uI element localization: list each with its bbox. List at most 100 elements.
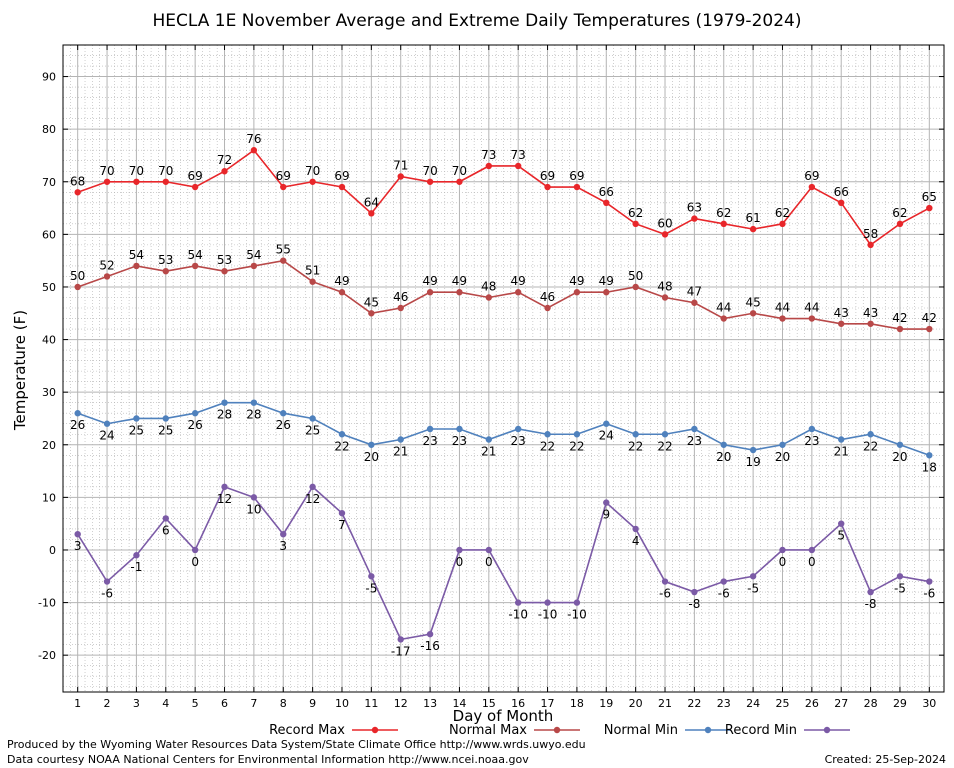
record-min-data-label: -10 bbox=[538, 608, 558, 622]
normal-min-data-label: 23 bbox=[452, 434, 467, 448]
normal-min-point bbox=[191, 410, 199, 417]
record-max-data-label: 69 bbox=[276, 169, 291, 183]
normal-min-data-label: 28 bbox=[217, 408, 232, 422]
normal-min-point bbox=[456, 425, 463, 433]
record-min-data-label: -10 bbox=[508, 608, 528, 622]
record-max-data-label: 69 bbox=[804, 169, 819, 183]
y-tick-label: 20 bbox=[42, 439, 56, 452]
record-max-data-label: 70 bbox=[422, 164, 437, 178]
y-tick-label: 90 bbox=[42, 71, 56, 84]
normal-max-point bbox=[309, 278, 316, 285]
x-tick-label: 10 bbox=[335, 697, 349, 710]
x-tick-label: 21 bbox=[658, 697, 672, 710]
record-min-data-label: -8 bbox=[865, 597, 877, 611]
record-min-data-label: 0 bbox=[191, 555, 199, 569]
record-min-point bbox=[485, 546, 493, 554]
normal-max-data-label: 45 bbox=[745, 295, 760, 309]
record-min-point bbox=[221, 483, 228, 491]
record-max-data-label: 62 bbox=[628, 206, 643, 220]
record-min-point bbox=[838, 520, 845, 527]
record-min-data-label: 0 bbox=[456, 555, 464, 569]
legend-label-normal-max: Normal Max bbox=[449, 723, 527, 738]
record-max-point bbox=[426, 178, 434, 185]
record-max-point bbox=[280, 183, 287, 191]
normal-min-data-label: 20 bbox=[775, 450, 790, 464]
normal-max-point bbox=[250, 262, 258, 270]
record-max-point bbox=[573, 183, 581, 191]
normal-min-point bbox=[896, 441, 904, 448]
record-min-data-label: 0 bbox=[779, 555, 787, 569]
normal-max-data-label: 46 bbox=[393, 290, 408, 304]
normal-min-data-label: 21 bbox=[393, 445, 408, 459]
normal-min-data-label: 25 bbox=[305, 423, 320, 437]
record-max-point bbox=[720, 220, 727, 228]
normal-min-point bbox=[397, 436, 404, 443]
x-tick-label: 15 bbox=[482, 697, 496, 710]
record-min-point bbox=[191, 546, 199, 554]
legend-label-record-max: Record Max bbox=[269, 723, 345, 738]
normal-max-point bbox=[632, 283, 639, 291]
record-max-data-label: 70 bbox=[158, 164, 173, 178]
normal-min-point bbox=[426, 425, 434, 433]
normal-max-point bbox=[221, 267, 228, 275]
normal-max-data-label: 51 bbox=[305, 264, 320, 278]
y-tick-label: 40 bbox=[42, 334, 56, 347]
record-min-point bbox=[573, 599, 581, 606]
x-tick-label: 27 bbox=[834, 697, 848, 710]
normal-max-point bbox=[661, 294, 669, 301]
record-min-data-label: 5 bbox=[837, 529, 845, 543]
normal-max-point bbox=[838, 320, 845, 327]
record-min-point bbox=[926, 578, 933, 585]
x-tick-label: 23 bbox=[717, 697, 731, 710]
x-tick-label: 22 bbox=[687, 697, 701, 710]
normal-max-data-label: 53 bbox=[217, 253, 232, 267]
normal-min-point bbox=[485, 436, 493, 443]
y-tick-label: 30 bbox=[42, 386, 56, 399]
normal-min-point bbox=[338, 431, 346, 438]
x-tick-label: 4 bbox=[162, 697, 169, 710]
record-min-data-label: -6 bbox=[659, 587, 671, 601]
normal-min-data-label: 21 bbox=[481, 445, 496, 459]
normal-min-data-label: 22 bbox=[334, 439, 349, 453]
x-tick-label: 2 bbox=[104, 697, 111, 710]
normal-min-data-label: 28 bbox=[246, 408, 261, 422]
normal-max-data-label: 54 bbox=[246, 248, 261, 262]
x-tick-label: 7 bbox=[250, 697, 257, 710]
x-tick-label: 1 bbox=[74, 697, 81, 710]
record-max-point bbox=[191, 183, 199, 191]
record-max-line bbox=[77, 149, 930, 247]
normal-max-point bbox=[749, 310, 757, 317]
record-max-data-label: 63 bbox=[687, 201, 702, 215]
normal-max-data-label: 50 bbox=[628, 269, 643, 283]
normal-min-data-label: 22 bbox=[657, 439, 672, 453]
legend-marker-normal-max bbox=[553, 726, 561, 734]
record-max-data-label: 62 bbox=[716, 206, 731, 220]
record-max-point bbox=[749, 225, 757, 233]
record-min-data-label: 9 bbox=[602, 508, 610, 522]
created-date: Created: 25-Sep-2024 bbox=[825, 753, 946, 766]
record-max-point bbox=[74, 189, 81, 196]
record-min-point bbox=[867, 588, 874, 596]
normal-min-point bbox=[691, 425, 698, 433]
record-max-point bbox=[896, 220, 904, 228]
record-max-point bbox=[808, 183, 816, 191]
normal-min-point bbox=[544, 431, 551, 438]
record-min-data-label: -17 bbox=[391, 644, 411, 658]
record-max-point bbox=[103, 178, 111, 185]
record-max-point bbox=[544, 183, 551, 191]
record-min-data-label: 6 bbox=[162, 523, 170, 537]
record-min-point bbox=[456, 546, 463, 554]
legend-marker-record-min bbox=[823, 726, 831, 734]
normal-max-data-label: 48 bbox=[657, 279, 672, 293]
x-tick-label: 13 bbox=[423, 697, 437, 710]
record-max-data-label: 76 bbox=[246, 132, 261, 146]
record-min-point bbox=[397, 636, 404, 643]
record-min-point bbox=[720, 578, 727, 585]
normal-min-data-label: 22 bbox=[628, 439, 643, 453]
record-min-point bbox=[133, 552, 140, 559]
normal-max-point bbox=[162, 267, 169, 275]
normal-max-point bbox=[485, 294, 493, 301]
record-max-point bbox=[867, 241, 874, 249]
